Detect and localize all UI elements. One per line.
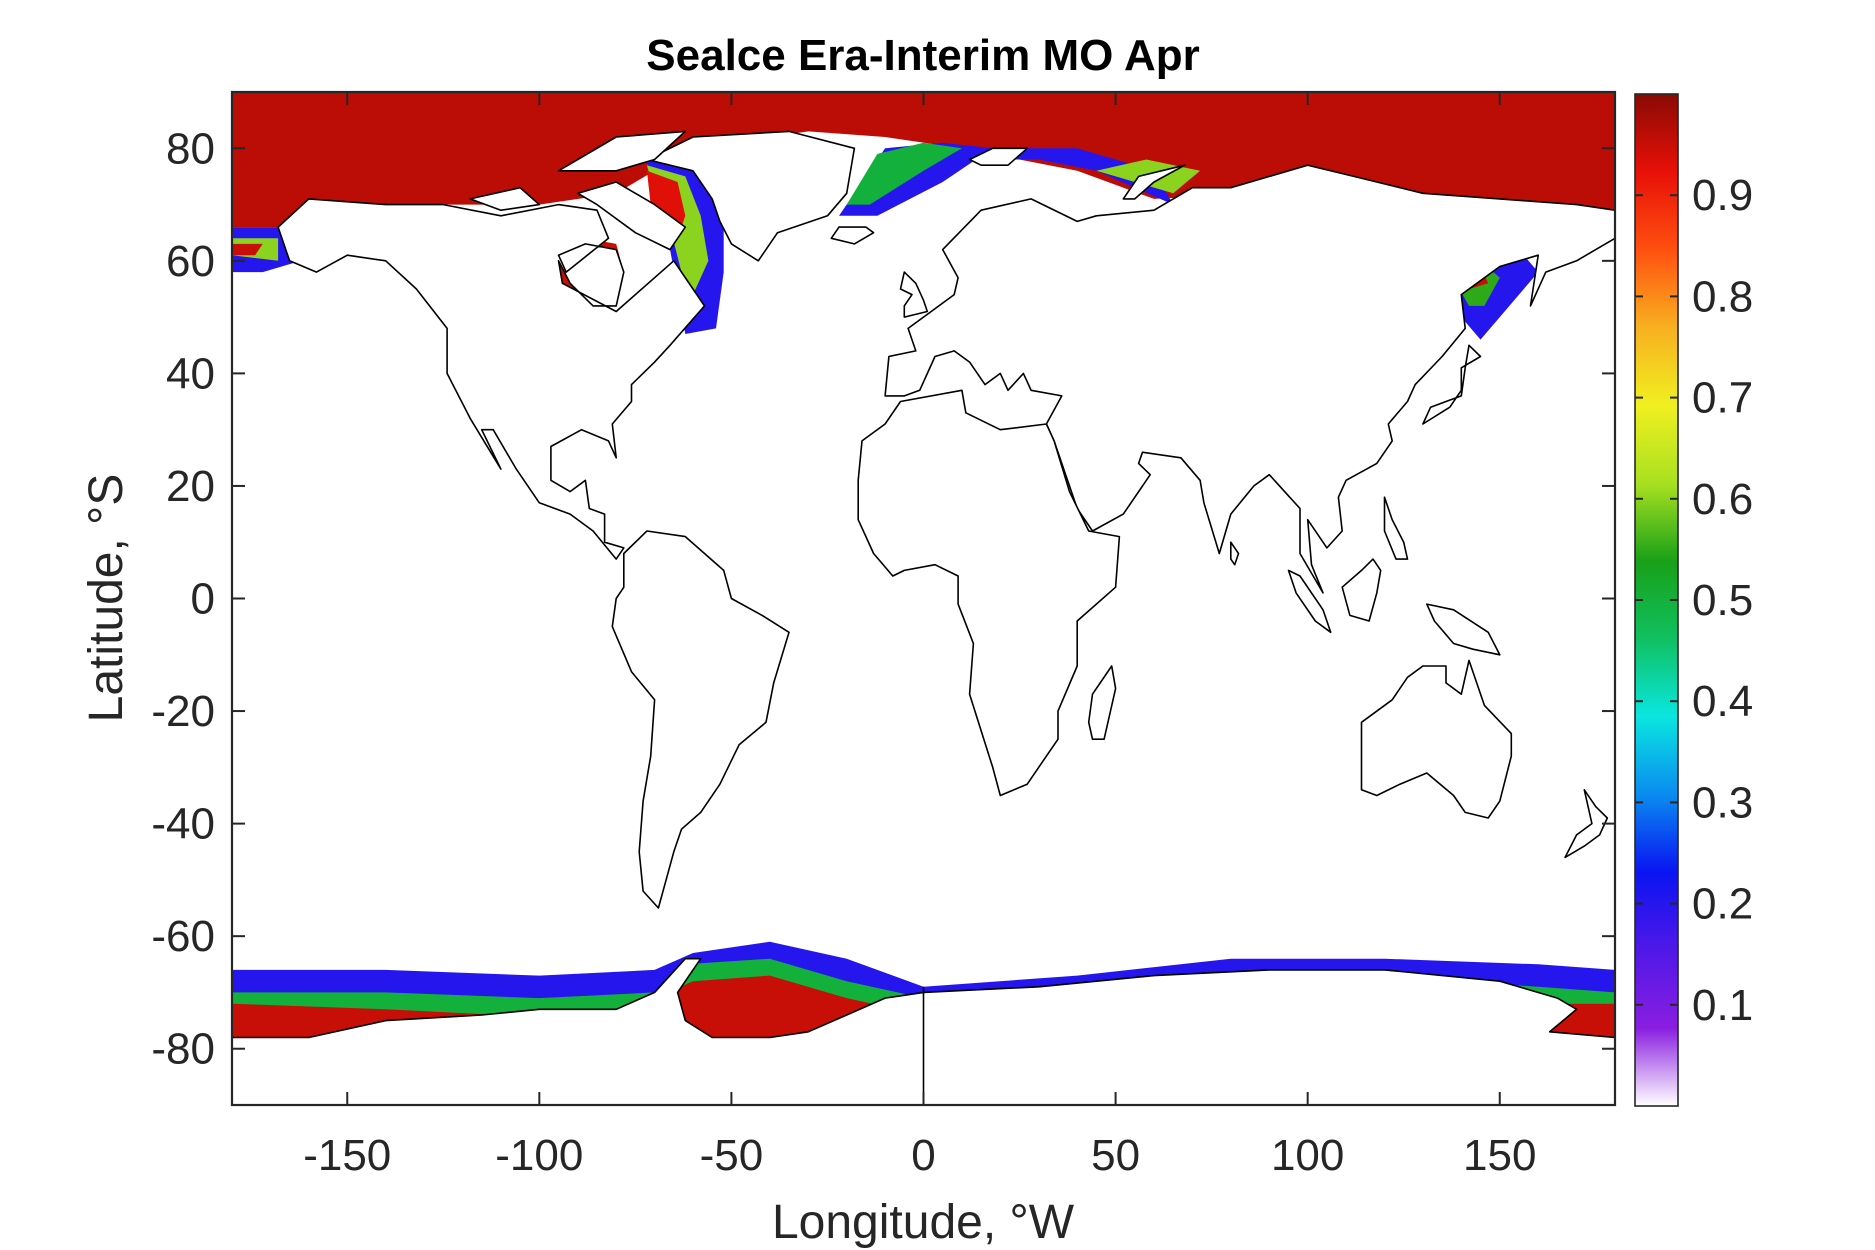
colorbar-tick-label: 0.5: [1692, 576, 1753, 625]
ice-barents-outer: [981, 148, 1174, 205]
land-greenland: [646, 130, 856, 262]
land-philippines: [1383, 496, 1409, 560]
colorbar-tick-label: 0.9: [1692, 171, 1753, 220]
land-north-america: [277, 198, 706, 560]
colorbar: 0.1 0.2 0.3 0.4 0.5 0.6 0.7 0.8 0.9: [1634, 93, 1753, 1107]
land-sumatra: [1287, 569, 1332, 634]
ice-greenland-sea-mid: [846, 142, 962, 205]
land-iceland: [830, 226, 875, 245]
colorbar-ticks: 0.1 0.2 0.3 0.4 0.5 0.6 0.7 0.8 0.9: [1635, 171, 1753, 1030]
x-tick-label: -50: [700, 1131, 764, 1180]
y-tick-label: 80: [166, 124, 215, 173]
colorbar-tick-label: 0.4: [1692, 677, 1753, 726]
coastline-layer: [232, 130, 1615, 1105]
colorbar-tick-label: 0.7: [1692, 374, 1753, 423]
x-tick-label: 150: [1463, 1131, 1536, 1180]
land-new-zealand: [1564, 788, 1609, 859]
x-tick-label: 100: [1271, 1131, 1344, 1180]
land-africa: [857, 389, 1121, 797]
x-tick-label: 50: [1091, 1131, 1140, 1180]
chart-title: Sealce Era-Interim MO Apr: [646, 31, 1199, 80]
y-tick-label: 60: [166, 237, 215, 286]
ice-bering-core: [232, 243, 263, 256]
land-south-america: [611, 530, 790, 909]
map-plot-area: [232, 92, 1615, 1105]
colorbar-tick-label: 0.6: [1692, 475, 1753, 524]
x-axis-label: Longitude, °W: [772, 1196, 1075, 1249]
colorbar-tick-label: 0.8: [1692, 272, 1753, 321]
land-japan: [1422, 344, 1482, 425]
land-borneo: [1341, 558, 1382, 622]
colorbar-tick-label: 0.1: [1692, 981, 1753, 1030]
land-uk: [899, 271, 929, 318]
y-tick-label: -20: [151, 687, 215, 736]
land-ellesmere: [557, 130, 687, 172]
x-tick-label: -100: [495, 1131, 583, 1180]
x-tick-label: -150: [303, 1131, 391, 1180]
y-tick-label: 0: [191, 575, 215, 624]
land-victoria-island: [469, 186, 541, 211]
y-axis: 80 60 40 20 0 -20 -40 -60 -80: [151, 124, 1615, 1074]
y-tick-label: 40: [166, 349, 215, 398]
x-tick-label: 0: [911, 1131, 935, 1180]
land-sri-lanka: [1230, 541, 1240, 566]
colorbar-tick-label: 0.2: [1692, 880, 1753, 929]
y-tick-label: 20: [166, 462, 215, 511]
land-novaya-zemlya: [1122, 164, 1186, 200]
y-tick-label: -80: [151, 1025, 215, 1074]
land-baffin-island: [576, 181, 687, 251]
land-australia: [1360, 659, 1513, 819]
x-axis: -150 -100 -50 0 50 100 150: [303, 92, 1536, 1180]
land-new-guinea: [1426, 603, 1501, 656]
y-axis-label: Latitude, °S: [80, 474, 133, 723]
land-madagascar: [1087, 665, 1117, 741]
colorbar-tick-label: 0.3: [1692, 778, 1753, 827]
land-svalbard: [968, 147, 1028, 166]
y-tick-label: -60: [151, 912, 215, 961]
y-tick-label: -40: [151, 800, 215, 849]
